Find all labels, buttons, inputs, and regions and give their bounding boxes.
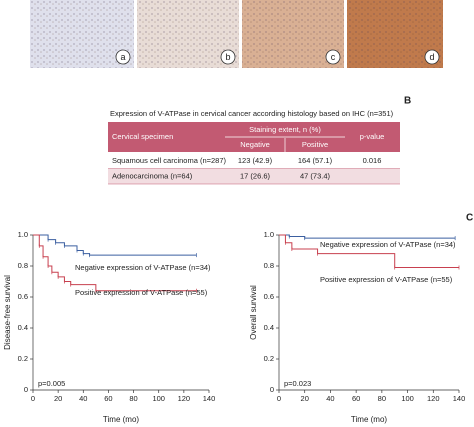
y-tick-label: 0.8 [264,261,274,270]
series-label: Negative expression of V-ATPase (n=34) [75,263,211,272]
survival-curve [279,234,456,239]
x-tick-label: 40 [79,394,87,403]
y-tick-label: 0.6 [264,292,274,301]
x-tick-label: 20 [54,394,62,403]
table-title: Expression of V-ATPase in cervical cance… [110,109,394,118]
th: Staining extent, n (%) [249,125,321,134]
th: Positive [302,140,328,149]
y-tick-label: 0.6 [18,292,28,301]
table: Expression of V-ATPase in cervical cance… [108,109,400,185]
image-label: b [225,52,230,62]
series-label: Positive expression of V-ATPase (n=55) [75,288,208,297]
th: Negative [240,140,270,149]
td: Adenocarcinoma (n=64) [112,171,193,180]
x-tick-label: 100 [401,394,414,403]
annotation: p=0.023 [284,379,311,388]
x-tick-label: 120 [427,394,440,403]
image-label-bg [325,49,341,65]
y-tick-label: 0.2 [18,354,28,363]
y-axis-label: Overall survival [249,285,258,340]
x-tick-label: 0 [31,394,35,403]
survival-curve [33,234,197,256]
x-tick-label: 80 [378,394,386,403]
survival-curve [33,234,197,292]
y-tick-label: 0.2 [264,354,274,363]
y-tick-label: 0.4 [18,323,28,332]
image-label-bg [115,49,131,65]
y-tick-label: 1.0 [18,230,28,239]
td: 164 (57.1) [298,156,333,165]
y-tick-label: 0 [270,385,274,394]
image-label: a [120,52,125,62]
series-label: Positive expression of V-ATPase (n=55) [320,275,453,284]
th: p-value [360,132,385,141]
x-tick-label: 120 [178,394,191,403]
x-tick-label: 80 [129,394,137,403]
x-axis-label: Time (mo) [103,415,139,424]
y-tick-label: 0 [24,385,28,394]
x-tick-label: 100 [152,394,165,403]
survival-curve [279,234,459,269]
series-label: Negative expression of V-ATPase (n=34) [320,240,456,249]
table-row-bg [108,169,400,184]
ihc-images [30,0,443,68]
th: Cervical specimen [112,132,173,141]
x-tick-label: 60 [352,394,360,403]
panel-label: C [466,213,473,224]
x-tick-label: 140 [203,394,216,403]
x-axis-label: Time (mo) [351,415,387,424]
image-label: c [331,52,336,62]
x-tick-label: 60 [104,394,112,403]
y-tick-label: 0.4 [264,323,274,332]
x-tick-label: 20 [301,394,309,403]
td: 17 (26.6) [240,171,271,180]
x-tick-label: 140 [453,394,466,403]
y-tick-label: 0.8 [18,261,28,270]
td: 0.016 [363,156,382,165]
annotation: p=0.005 [38,379,65,388]
image-label-bg [424,49,440,65]
td: Squamous cell carcinoma (n=287) [112,156,227,165]
y-axis-label: Disease-free survival [3,275,12,350]
x-tick-label: 0 [277,394,281,403]
image-label-bg [220,49,236,65]
td: 47 (73.4) [300,171,331,180]
y-tick-label: 1.0 [264,230,274,239]
panel-label: B [404,96,411,107]
x-tick-label: 40 [326,394,334,403]
td: 123 (42.9) [238,156,273,165]
image-label: d [429,52,434,62]
